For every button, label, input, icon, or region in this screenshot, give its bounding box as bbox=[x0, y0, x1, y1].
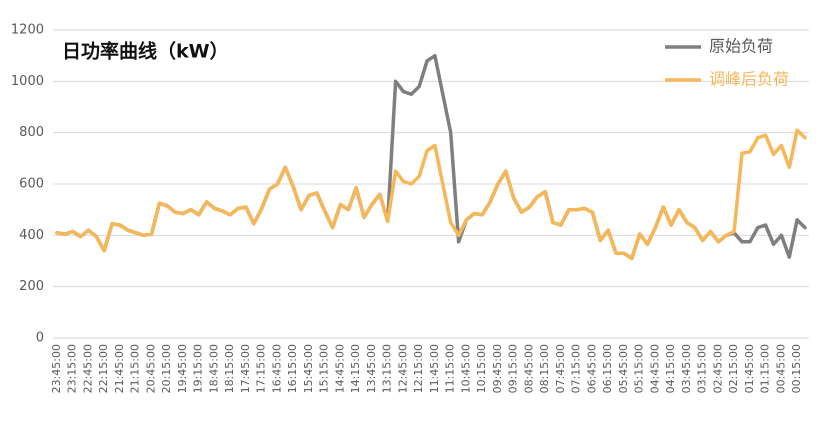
chart-title: 日功率曲线（kW） bbox=[62, 40, 229, 63]
x-tick-label: 13:45:00 bbox=[365, 344, 378, 393]
x-tick-label: 20:15:00 bbox=[160, 344, 173, 393]
x-tick-label: 11:15:00 bbox=[444, 344, 457, 393]
x-tick-label: 23:15:00 bbox=[66, 344, 79, 393]
x-tick-label: 08:15:00 bbox=[538, 344, 551, 393]
y-tick-label: 800 bbox=[19, 125, 44, 140]
x-tick-label: 21:15:00 bbox=[129, 344, 142, 393]
x-tick-label: 10:45:00 bbox=[459, 344, 472, 393]
x-tick-label: 13:15:00 bbox=[381, 344, 394, 393]
x-tick-label: 17:15:00 bbox=[255, 344, 268, 393]
x-tick-label: 18:45:00 bbox=[207, 344, 220, 393]
x-tick-label: 11:45:00 bbox=[428, 344, 441, 393]
x-tick-label: 00:45:00 bbox=[774, 344, 787, 393]
x-tick-label: 03:15:00 bbox=[696, 344, 709, 393]
y-tick-label: 400 bbox=[19, 228, 44, 243]
x-tick-label: 01:15:00 bbox=[759, 344, 772, 393]
x-tick-label: 22:45:00 bbox=[81, 344, 94, 393]
x-tick-label: 20:45:00 bbox=[144, 344, 157, 393]
x-tick-label: 04:15:00 bbox=[664, 344, 677, 393]
x-tick-label: 02:45:00 bbox=[711, 344, 724, 393]
x-tick-label: 07:15:00 bbox=[570, 344, 583, 393]
x-tick-label: 21:45:00 bbox=[113, 344, 126, 393]
x-tick-label: 09:45:00 bbox=[491, 344, 504, 393]
x-tick-label: 19:45:00 bbox=[176, 344, 189, 393]
y-tick-label: 1000 bbox=[11, 74, 44, 89]
x-tick-label: 02:15:00 bbox=[727, 344, 740, 393]
x-tick-label: 12:15:00 bbox=[412, 344, 425, 393]
x-tick-label: 16:15:00 bbox=[286, 344, 299, 393]
x-tick-label: 08:45:00 bbox=[522, 344, 535, 393]
x-tick-label: 03:45:00 bbox=[680, 344, 693, 393]
x-tick-label: 06:45:00 bbox=[585, 344, 598, 393]
x-tick-label: 19:15:00 bbox=[192, 344, 205, 393]
x-tick-label: 00:15:00 bbox=[790, 344, 803, 393]
x-tick-label: 09:15:00 bbox=[507, 344, 520, 393]
y-tick-label: 1200 bbox=[11, 23, 44, 38]
x-tick-label: 18:15:00 bbox=[223, 344, 236, 393]
legend-label: 原始负荷 bbox=[709, 37, 773, 56]
x-tick-label: 16:45:00 bbox=[270, 344, 283, 393]
x-tick-label: 15:15:00 bbox=[318, 344, 331, 393]
series-line bbox=[55, 128, 807, 261]
x-tick-label: 06:15:00 bbox=[601, 344, 614, 393]
x-tick-label: 04:45:00 bbox=[648, 344, 661, 393]
x-tick-label: 01:45:00 bbox=[743, 344, 756, 393]
y-tick-label: 0 bbox=[36, 331, 44, 346]
legend-label: 调峰后负荷 bbox=[709, 70, 789, 89]
x-tick-label: 22:15:00 bbox=[97, 344, 110, 393]
y-tick-label: 200 bbox=[19, 279, 44, 294]
y-tick-label: 600 bbox=[19, 177, 44, 192]
x-tick-label: 10:15:00 bbox=[475, 344, 488, 393]
x-tick-label: 15:45:00 bbox=[302, 344, 315, 393]
x-tick-label: 14:15:00 bbox=[349, 344, 362, 393]
x-tick-label: 14:45:00 bbox=[333, 344, 346, 393]
x-tick-label: 05:15:00 bbox=[633, 344, 646, 393]
x-tick-label: 17:45:00 bbox=[239, 344, 252, 393]
x-tick-label: 05:45:00 bbox=[617, 344, 630, 393]
x-tick-label: 12:45:00 bbox=[396, 344, 409, 393]
x-tick-label: 23:45:00 bbox=[50, 344, 63, 393]
x-tick-label: 07:45:00 bbox=[554, 344, 567, 393]
